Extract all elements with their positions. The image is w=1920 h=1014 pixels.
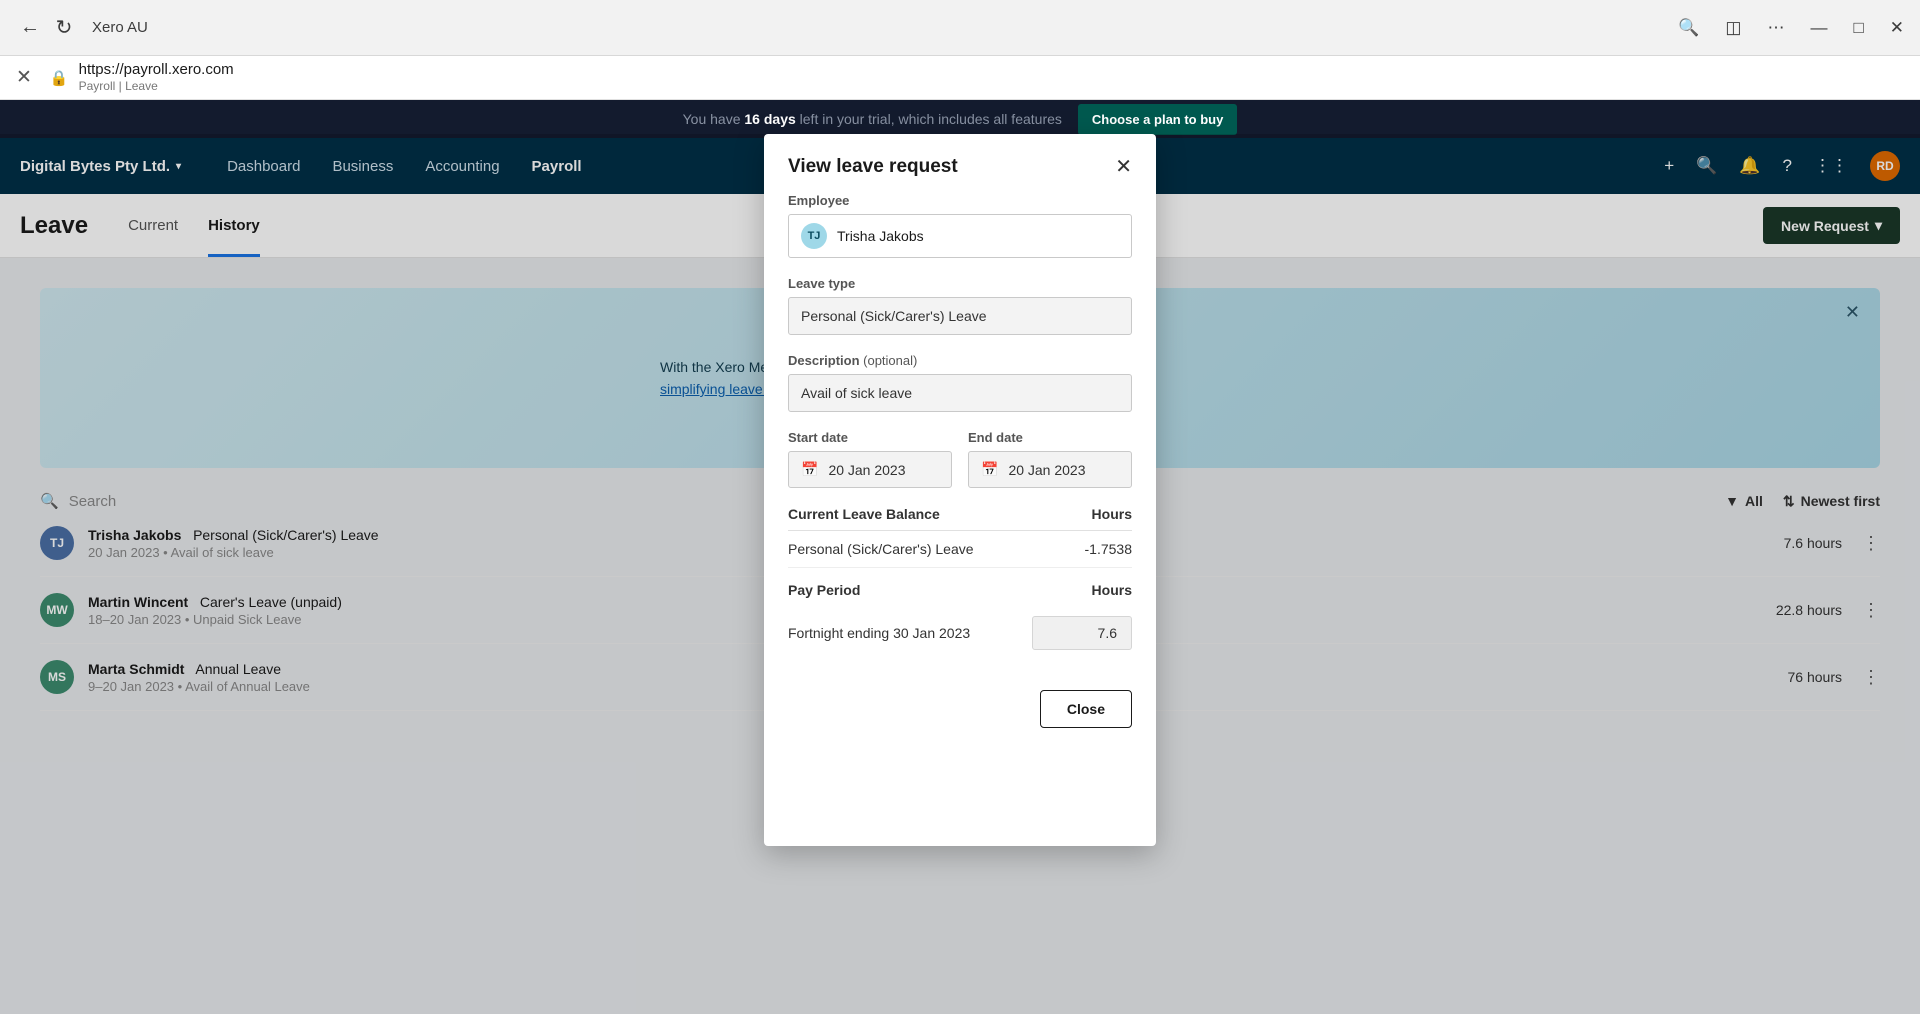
view-leave-request-modal: View leave request ✕ Employee TJ Trisha … [764,134,1156,846]
leave-type-field[interactable]: Personal (Sick/Carer's) Leave [788,297,1132,335]
more-options-icon[interactable]: ⋯ [1767,18,1784,38]
browser-topbar: ← ↻ Xero AU 🔍 ◫ ⋯ — □ ✕ [0,0,1920,56]
refresh-icon[interactable]: ↻ [50,14,78,42]
browser-tab-title[interactable]: Xero AU [92,19,148,36]
choose-plan-button[interactable]: Choose a plan to buy [1078,104,1237,135]
browser-addressbar: ✕ 🔒 https://payroll.xero.com Payroll | L… [0,56,1920,100]
page-subtitle: Payroll | Leave [79,79,234,94]
balance-leave-type: Personal (Sick/Carer's) Leave [788,541,974,557]
start-date-label: Start date [788,430,952,445]
modal-title: View leave request [788,156,958,178]
close-button[interactable]: Close [1040,690,1132,728]
window-controls: 🔍 ◫ ⋯ — □ ✕ [1678,0,1904,56]
pay-period-desc: Fortnight ending 30 Jan 2023 [788,625,970,641]
modal-overlay: View leave request ✕ Employee TJ Trisha … [0,134,1920,1014]
trial-banner: You have 16 days left in your trial, whi… [0,100,1920,138]
address-url[interactable]: https://payroll.xero.com [79,61,234,80]
pay-period-hours-header: Hours [1092,582,1132,598]
modal-close-icon[interactable]: ✕ [1115,154,1132,179]
leave-type-label: Leave type [788,276,1132,291]
back-icon[interactable]: ← [16,14,44,42]
pay-period-value-input[interactable]: 7.6 [1032,616,1132,650]
close-window-icon[interactable]: ✕ [1890,18,1904,38]
start-date-field[interactable]: 📅 20 Jan 2023 [788,451,952,488]
current-leave-balance-label: Current Leave Balance [788,506,940,522]
end-date-label: End date [968,430,1132,445]
end-date-field[interactable]: 📅 20 Jan 2023 [968,451,1132,488]
description-field[interactable]: Avail of sick leave [788,374,1132,412]
maximize-icon[interactable]: □ [1853,18,1863,38]
minimize-icon[interactable]: — [1810,18,1827,38]
calendar-icon: 📅 [981,461,998,478]
zoom-out-icon[interactable]: 🔍 [1678,18,1699,38]
description-label: Description [788,353,860,368]
employee-field[interactable]: TJ Trisha Jakobs [788,214,1132,258]
pay-period-label: Pay Period [788,582,860,598]
employee-label: Employee [788,193,1132,208]
avatar: TJ [801,223,827,249]
close-tab-icon[interactable]: ✕ [16,66,32,89]
lock-icon: 🔒 [50,69,69,87]
hours-header: Hours [1092,506,1132,522]
balance-value: -1.7538 [1085,541,1132,557]
calendar-icon: 📅 [801,461,818,478]
split-view-icon[interactable]: ◫ [1725,18,1741,38]
employee-name: Trisha Jakobs [837,228,924,244]
description-optional-label: (optional) [863,353,917,368]
